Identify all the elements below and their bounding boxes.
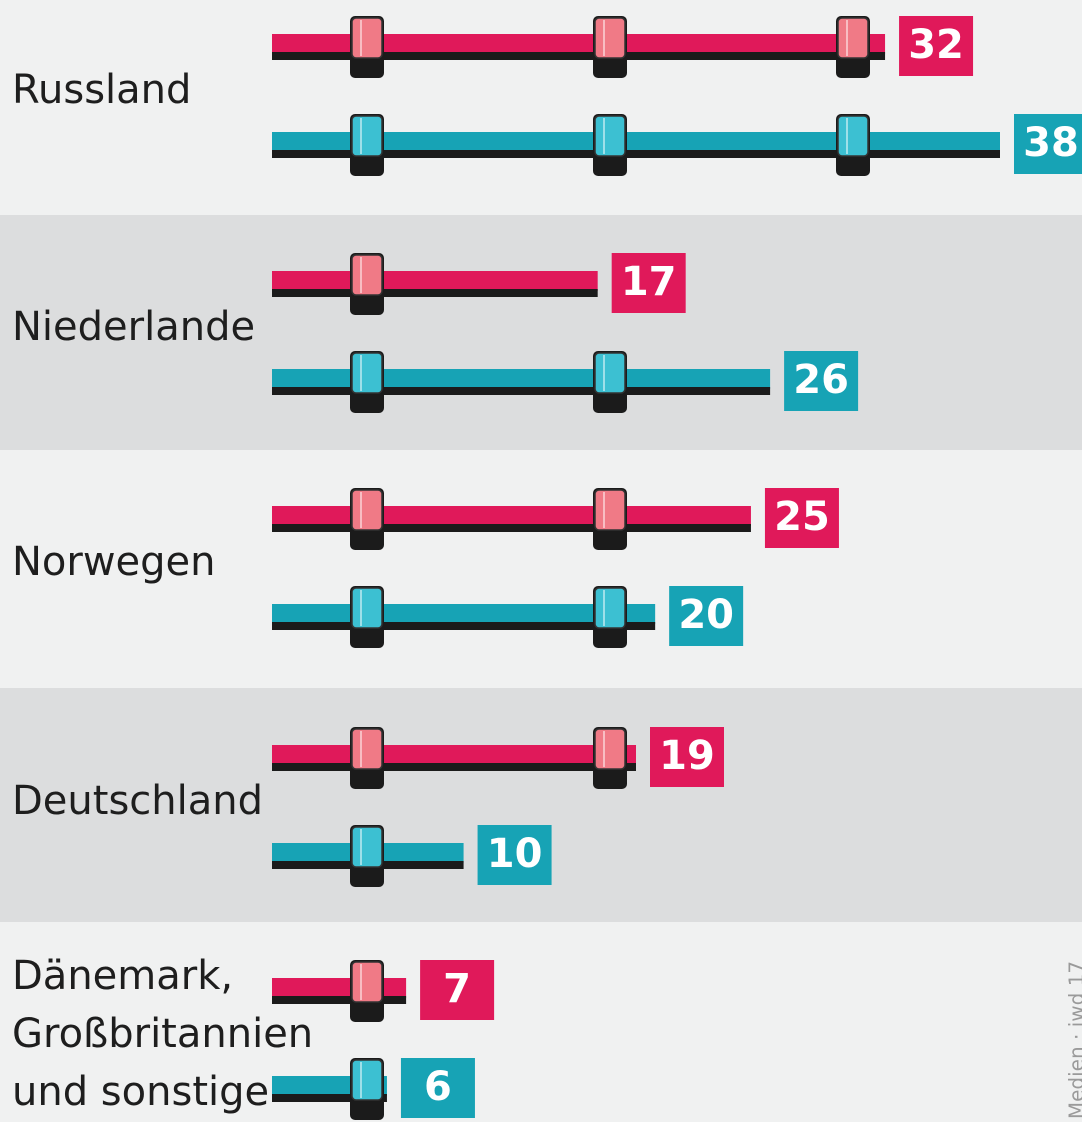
nut-face [352,255,382,295]
bar-top [272,506,751,526]
nut-face [352,729,382,769]
nut-face [352,353,382,393]
value-label: 6 [424,1064,452,1110]
nut-face [838,18,868,58]
nut-face [595,116,625,156]
bar-top [272,745,636,765]
bar-top [272,369,770,389]
value-label: 7 [443,966,471,1012]
nut-face [352,827,382,867]
bar-top [272,978,406,998]
category-label: Großbritannien [12,1011,313,1057]
nut-face [838,116,868,156]
nut-face [595,729,625,769]
value-label: 17 [621,259,677,305]
chart: Medien · iwd 17 Russland 32 38 Niederlande 1… [0,0,1082,1122]
nut-face [352,588,382,628]
nut-face [595,353,625,393]
source: Medien · iwd 17 [1065,961,1082,1119]
bar-shadow [272,524,751,532]
value-label: 10 [487,831,543,877]
nut-face [352,962,382,1002]
category-label: Deutschland [12,778,263,824]
bar-top [272,271,598,291]
category-label: Norwegen [12,539,216,585]
value-label: 26 [793,357,849,403]
value-label: 32 [908,22,964,68]
category-label: Dänemark, [12,953,233,999]
value-label: 20 [678,592,734,638]
value-label: 25 [774,494,830,540]
nut-face [352,490,382,530]
nut-face [352,18,382,58]
nut-face [352,116,382,156]
category-label: Russland [12,67,191,113]
nut-face [352,1060,382,1100]
value-label: 19 [659,733,715,779]
nut-face [595,588,625,628]
bar-shadow [272,289,598,297]
category-label: und sonstige [12,1069,269,1115]
category-label: Niederlande [12,304,255,350]
bar-shadow [272,387,770,395]
bar-shadow [272,996,406,1004]
nut-face [595,490,625,530]
value-label: 38 [1023,120,1079,166]
bar-shadow [272,763,636,771]
nut-face [595,18,625,58]
